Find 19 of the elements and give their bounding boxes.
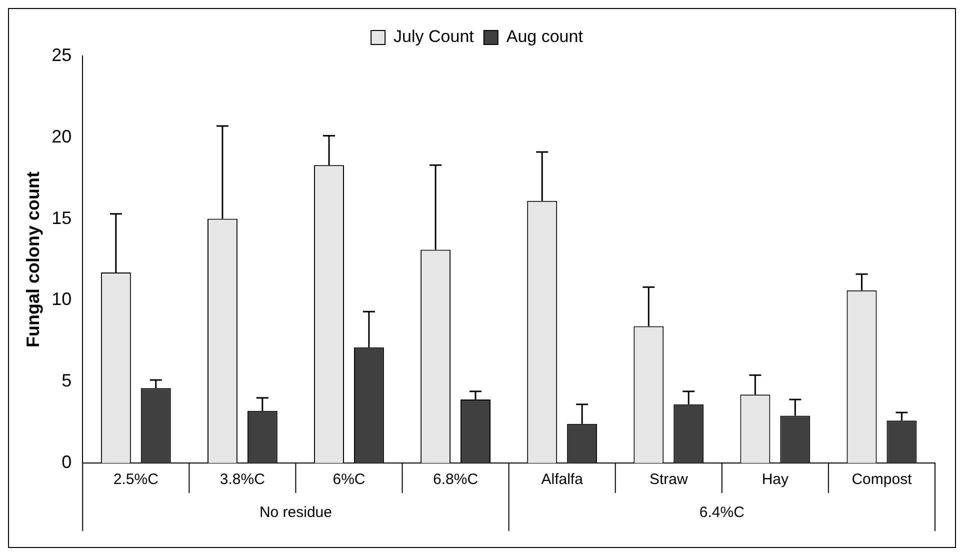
text: 6.4%C — [699, 504, 745, 522]
x-tick-label: Compost — [852, 471, 913, 488]
y-tick-label: 15 — [52, 208, 72, 228]
y-axis-title: Fungal colony count — [22, 172, 43, 348]
x-tick-label: 2.5%C — [113, 471, 159, 488]
x-tick-label: Straw — [649, 471, 688, 488]
y-tick-label: 0 — [62, 452, 72, 472]
x-tick-label: 6%C — [332, 471, 366, 488]
legend-label: July Count — [394, 27, 474, 46]
y-tick-label: 10 — [52, 289, 72, 310]
y-tick-label: 5 — [62, 370, 72, 391]
text: No residue — [259, 504, 332, 522]
x-tick-label: 3.8%C — [220, 471, 266, 488]
x-tick-label: 6.8%C — [433, 471, 478, 488]
y-tick-label: 25 — [52, 44, 72, 65]
legend-label: Aug count — [506, 27, 584, 46]
y-tick-label: 20 — [52, 126, 72, 146]
x-tick-label: Alfalfa — [541, 471, 584, 488]
x-tick-label: Hay — [762, 471, 790, 488]
